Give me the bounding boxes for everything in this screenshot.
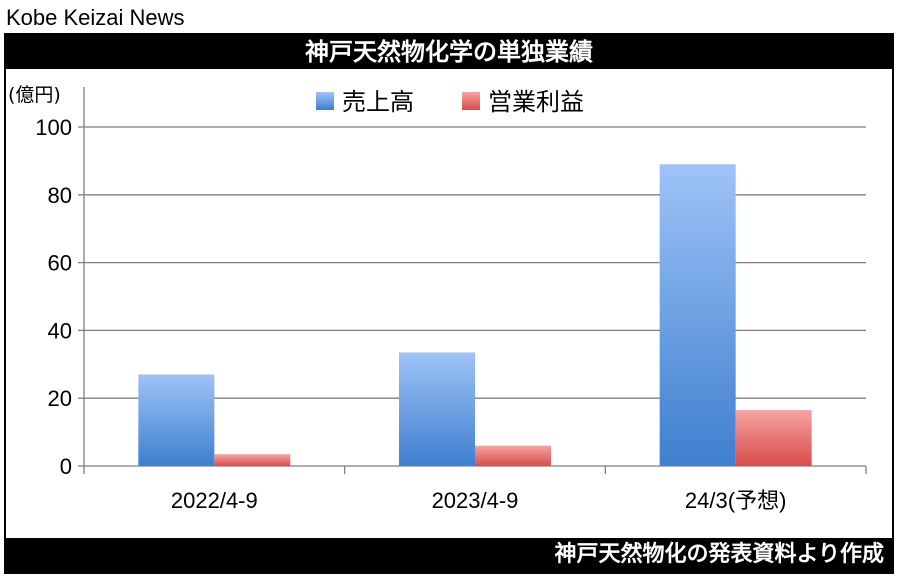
- bars: [138, 164, 812, 467]
- y-tick-label: 20: [48, 386, 72, 411]
- y-tick-label: 60: [48, 251, 72, 276]
- source-note: 神戸天然物化の発表資料より作成: [6, 538, 892, 572]
- chart-title: 神戸天然物化学の単独業績: [6, 35, 892, 69]
- bar-operating-profit: [475, 445, 551, 466]
- bar-sales: [138, 374, 215, 466]
- chart-frame: 神戸天然物化学の単独業績 神戸天然物化の発表資料より作成: [4, 33, 894, 574]
- x-tick-label: 24/3(予想): [685, 488, 786, 513]
- bar-operating-profit: [214, 454, 291, 466]
- y-tick-label: 80: [48, 183, 72, 208]
- x-tick-label: 2022/4-9: [171, 488, 258, 513]
- category-labels: 2022/4-9 2023/4-9 24/3(予想): [171, 488, 787, 513]
- y-tick-label: 100: [35, 115, 72, 140]
- x-axis: [83, 465, 867, 474]
- legend-swatch-operating-profit: [462, 92, 480, 110]
- brand-label: Kobe Keizai News: [6, 5, 185, 30]
- legend-swatch-sales: [316, 92, 334, 110]
- bar-sales: [399, 352, 475, 466]
- legend: 売上高 営業利益: [316, 88, 584, 116]
- y-tick-labels: 0 20 40 60 80 100: [35, 115, 72, 479]
- y-unit-label: (億円): [8, 84, 61, 106]
- bar-sales: [659, 164, 736, 467]
- bar-operating-profit: [735, 410, 812, 466]
- y-tick-label: 0: [60, 454, 72, 479]
- y-tick-label: 40: [48, 318, 72, 343]
- x-tick-label: 2023/4-9: [432, 488, 519, 513]
- legend-label-sales: 売上高: [342, 88, 414, 116]
- legend-label-operating-profit: 営業利益: [488, 88, 584, 116]
